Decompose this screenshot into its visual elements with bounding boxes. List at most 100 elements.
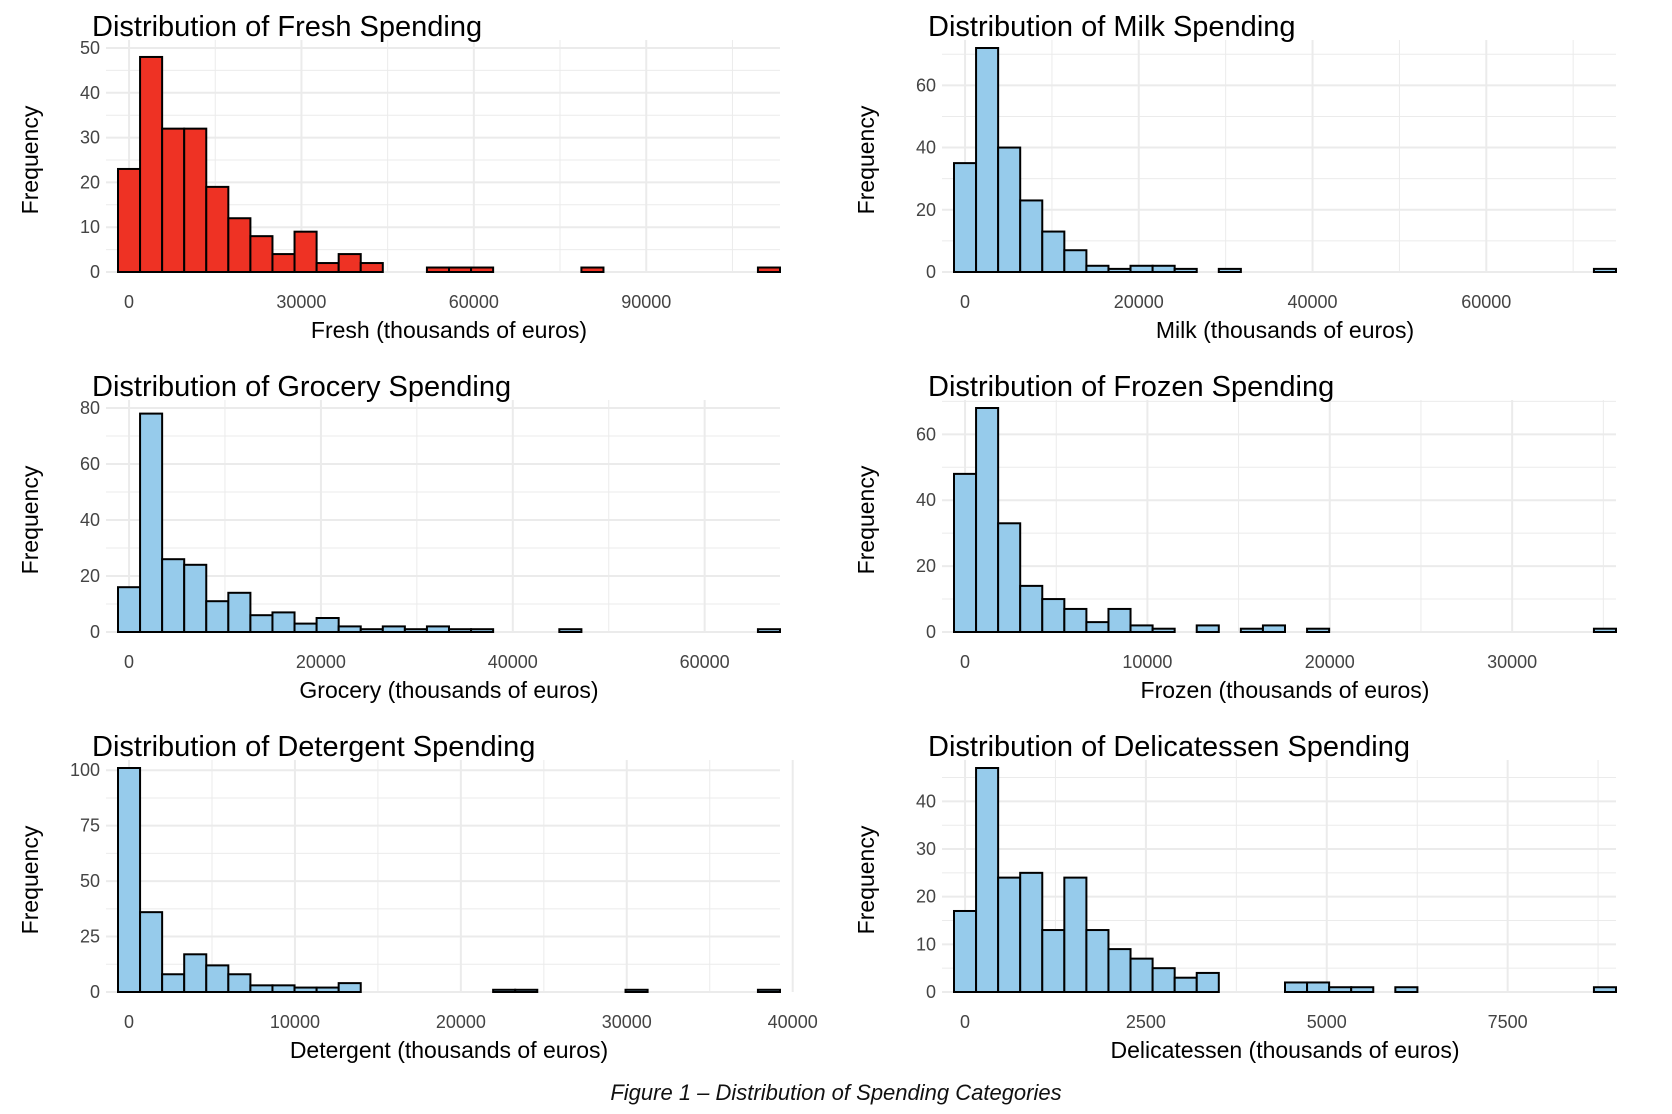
histogram-bar [1107,607,1132,633]
x-tick-label: 90000 [621,292,671,312]
y-tick-label: 0 [926,262,936,282]
histogram-bar [756,988,782,993]
histogram-bar [953,162,978,273]
x-tick-label: 60000 [449,292,499,312]
y-tick-label: 40 [80,83,100,103]
x-tick-label: 0 [124,652,134,672]
y-tick-label: 75 [80,816,100,836]
x-tick-label: 20000 [296,652,346,672]
histogram-bar [337,625,362,633]
histogram-bar [139,412,164,633]
histogram-bar [1350,986,1375,993]
histogram-bar [1107,948,1132,993]
histogram-bar [139,55,164,273]
histogram-bar [1041,230,1066,273]
x-tick-label: 0 [960,292,970,312]
histogram-bar [1306,981,1331,993]
x-tick-label: 10000 [1122,652,1172,672]
y-tick-label: 0 [90,622,100,642]
y-tick-label: 40 [916,490,936,510]
x-tick-label: 20000 [1114,292,1164,312]
x-tick-label: 30000 [602,1012,652,1032]
frozen-chart: 0 20 40 60 0 10000 20000 30000 Frozen (thousands… [853,371,1618,703]
x-tick-label: 40000 [488,652,538,672]
x-axis-label: Frozen (thousands of euros) [1141,677,1430,703]
histogram-bar [1195,624,1220,634]
histogram-bar [315,986,340,994]
histogram-bar [381,625,406,633]
y-tick-label: 30 [916,839,936,859]
y-tick-label: 80 [80,398,100,418]
histogram-bar [1217,267,1242,273]
delicatessen-chart: 0 10 20 30 40 0 2500 5000 7500 Delicatessen (thou… [853,731,1618,1063]
milk-chart: 0 20 40 60 0 20000 40000 60000 Milk (thousands o… [853,11,1618,343]
histogram-bar [183,563,208,633]
histogram-bar [1129,264,1154,273]
y-tick-label: 60 [916,75,936,95]
histogram-bar [183,127,208,273]
x-tick-label: 40000 [768,1012,818,1032]
histogram-bar [1173,267,1198,273]
x-tick-label: 10000 [270,1012,320,1032]
histogram-bar [293,230,318,273]
histogram-bar [1019,871,1044,993]
y-tick-label: 30 [80,128,100,148]
histogram-bar [1394,986,1419,993]
histogram-bar [183,953,208,993]
y-tick-label: 20 [916,200,936,220]
histogram-bar [580,266,605,273]
histogram-bar [425,266,450,273]
histogram-bar [1019,584,1044,633]
x-tick-label: 0 [124,1012,134,1032]
fresh-chart: 0 10 20 30 40 50 0 30000 60000 90000 Fresh (thousa… [17,11,782,343]
y-axis-label: Frequency [853,105,879,214]
histogram-bar [997,522,1022,633]
histogram-bar [161,558,186,633]
x-tick-label: 0 [960,652,970,672]
histogram-bar [624,988,649,993]
x-tick-label: 30000 [1487,652,1537,672]
histogram-bar [249,614,274,633]
histogram-bar [271,253,296,274]
y-axis-label: Frequency [853,825,879,934]
y-tick-label: 40 [916,138,936,158]
chart-title: Distribution of Fresh Spending [92,11,482,43]
x-tick-label: 20000 [1305,652,1355,672]
histogram-bar [403,628,428,634]
y-tick-label: 50 [80,38,100,58]
y-tick-label: 60 [916,424,936,444]
histogram-bar [117,167,142,274]
histogram-bar [161,973,186,994]
histogram-bar [1019,199,1044,273]
x-tick-label: 30000 [276,292,326,312]
histogram-bar [756,266,782,273]
grocery-panel: 0 20 40 60 80 0 20000 40000 60000 Grocery (thousa… [0,360,836,703]
histogram-bar [359,262,384,274]
x-tick-label: 60000 [1461,292,1511,312]
histogram-bar [1041,929,1066,994]
histogram-bar [997,146,1022,273]
y-tick-label: 0 [926,622,936,642]
histogram-bar [227,591,252,634]
histogram-bar [1107,267,1132,273]
histogram-bar [953,472,978,633]
detergent-chart: 0 25 50 75 100 0 10000 20000 30000 40000 Detergent… [17,731,818,1063]
chart-title: Distribution of Milk Spending [928,11,1296,43]
y-tick-label: 20 [80,566,100,586]
chart-title: Distribution of Delicatessen Spending [928,731,1410,763]
histogram-bar [205,185,230,274]
histogram-bar [448,628,473,634]
grocery-chart: 0 20 40 60 80 0 20000 40000 60000 Grocery (thousa… [17,371,782,703]
histogram-bar [1129,624,1154,634]
histogram-bar [492,988,517,993]
y-tick-label: 10 [916,934,936,954]
histogram-bar [1151,264,1176,273]
histogram-bar [1592,627,1618,633]
y-tick-label: 100 [70,760,100,780]
histogram-bar [337,982,362,994]
histogram-bar [293,986,318,994]
histogram-bar [337,253,362,274]
y-tick-label: 0 [926,982,936,1002]
chart-title: Distribution of Frozen Spending [928,371,1334,403]
